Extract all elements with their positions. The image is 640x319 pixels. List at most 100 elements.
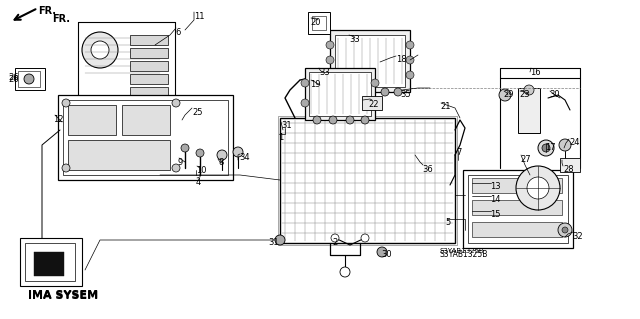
Text: 5: 5 <box>445 218 451 227</box>
Text: FR.: FR. <box>52 14 70 24</box>
Text: 33: 33 <box>319 68 330 77</box>
Ellipse shape <box>326 41 334 49</box>
Bar <box>472 200 562 215</box>
Ellipse shape <box>313 116 321 124</box>
Text: 30: 30 <box>549 90 559 99</box>
Text: 4: 4 <box>196 178 201 187</box>
Text: 18: 18 <box>396 55 406 64</box>
Ellipse shape <box>559 139 571 151</box>
Bar <box>278 116 457 245</box>
Text: 20: 20 <box>310 18 321 27</box>
Text: 33: 33 <box>349 35 360 44</box>
Ellipse shape <box>364 88 372 96</box>
Text: 26: 26 <box>8 73 19 82</box>
Bar <box>20 238 82 286</box>
Text: 13: 13 <box>490 182 500 191</box>
Bar <box>280 118 455 243</box>
Ellipse shape <box>524 85 534 95</box>
Ellipse shape <box>381 88 389 96</box>
Ellipse shape <box>62 99 70 107</box>
Text: 31: 31 <box>268 238 278 247</box>
Bar <box>362 96 382 110</box>
Ellipse shape <box>361 234 369 242</box>
Ellipse shape <box>394 88 402 96</box>
Bar <box>560 158 580 172</box>
Ellipse shape <box>82 32 118 68</box>
Text: 29: 29 <box>503 90 513 99</box>
Bar <box>122 105 170 135</box>
Bar <box>130 35 168 45</box>
Bar <box>472 178 562 193</box>
Text: 27: 27 <box>520 155 531 164</box>
Text: 24: 24 <box>569 138 579 147</box>
Ellipse shape <box>538 140 554 156</box>
Ellipse shape <box>499 89 511 101</box>
Bar <box>335 35 405 87</box>
Text: 32: 32 <box>572 232 582 241</box>
Bar <box>68 105 116 135</box>
Bar <box>330 30 410 92</box>
Text: 9: 9 <box>178 158 183 167</box>
Text: 19: 19 <box>310 80 321 89</box>
Bar <box>25 243 75 281</box>
Text: 36: 36 <box>422 165 433 174</box>
Ellipse shape <box>24 74 34 84</box>
Text: 23: 23 <box>519 90 530 99</box>
Text: IMA SYSEM: IMA SYSEM <box>28 290 98 300</box>
Ellipse shape <box>340 267 350 277</box>
Text: 12: 12 <box>53 115 63 124</box>
Ellipse shape <box>326 71 334 79</box>
Text: 15: 15 <box>490 210 500 219</box>
Ellipse shape <box>301 79 309 87</box>
Text: 10: 10 <box>196 166 207 175</box>
Bar <box>130 87 168 97</box>
Bar <box>130 48 168 58</box>
Ellipse shape <box>233 147 243 157</box>
Ellipse shape <box>331 234 339 242</box>
Bar <box>63 100 228 175</box>
Text: 17: 17 <box>545 143 556 152</box>
Text: 34: 34 <box>239 153 250 162</box>
Ellipse shape <box>196 149 204 157</box>
Text: 31: 31 <box>281 121 292 130</box>
Text: 22: 22 <box>368 100 378 109</box>
Ellipse shape <box>172 164 180 172</box>
Ellipse shape <box>371 99 379 107</box>
Text: 30: 30 <box>381 250 392 259</box>
Ellipse shape <box>361 116 369 124</box>
Text: 8: 8 <box>218 158 223 167</box>
Ellipse shape <box>326 56 334 64</box>
Ellipse shape <box>346 116 354 124</box>
Text: FR.: FR. <box>38 6 56 16</box>
Text: 6: 6 <box>175 28 180 37</box>
Text: 16: 16 <box>530 68 541 77</box>
Text: 21: 21 <box>440 102 451 111</box>
Text: 35: 35 <box>400 90 411 99</box>
Text: IMA SYSEM: IMA SYSEM <box>28 291 98 301</box>
Ellipse shape <box>172 99 180 107</box>
Bar <box>305 68 375 120</box>
Ellipse shape <box>406 41 414 49</box>
Ellipse shape <box>562 227 568 233</box>
Ellipse shape <box>91 41 109 59</box>
Ellipse shape <box>338 88 346 96</box>
Ellipse shape <box>181 144 189 152</box>
Ellipse shape <box>217 150 227 160</box>
Ellipse shape <box>275 235 285 245</box>
Text: S3YAB1325B: S3YAB1325B <box>440 250 488 259</box>
Bar <box>18 71 40 87</box>
Bar <box>34 252 64 276</box>
Bar <box>68 140 170 170</box>
Text: 14: 14 <box>490 195 500 204</box>
Text: 11: 11 <box>194 12 205 21</box>
Ellipse shape <box>516 166 560 210</box>
Text: 28: 28 <box>563 165 573 174</box>
Text: 25: 25 <box>192 108 202 117</box>
Text: 1: 1 <box>278 133 284 142</box>
Bar <box>308 12 330 34</box>
Ellipse shape <box>301 99 309 107</box>
Ellipse shape <box>377 247 387 257</box>
Bar <box>130 61 168 71</box>
Text: S3YAB1325B: S3YAB1325B <box>440 248 484 254</box>
Bar <box>472 222 562 237</box>
